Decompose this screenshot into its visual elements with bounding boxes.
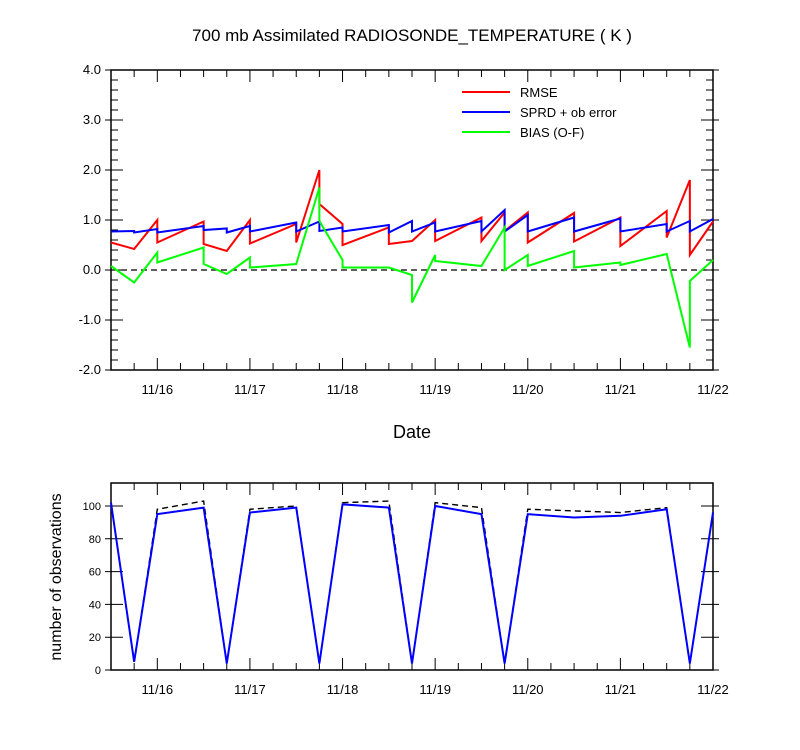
x-axis-label: Date: [393, 422, 431, 442]
series-line-rmse: [110, 169, 714, 259]
x-tick-label: 11/21: [605, 682, 637, 697]
series-line-assimilated: [110, 502, 714, 664]
x-tick-label: 11/18: [327, 382, 359, 397]
x-tick-label: 11/17: [234, 382, 266, 397]
legend-label: BIAS (O-F): [520, 125, 584, 140]
x-tick-label: 11/16: [142, 682, 174, 697]
y-tick-label: 100: [83, 501, 101, 513]
x-tick-label: 11/22: [697, 682, 729, 697]
x-tick-label: 11/21: [605, 382, 637, 397]
x-tick-label: 11/22: [697, 382, 729, 397]
series-line-bias-o-f: [110, 187, 714, 348]
plot-frame: [110, 482, 714, 671]
y-tick-label: 2.0: [83, 162, 101, 177]
y-tick-label: 20: [89, 632, 101, 644]
y-tick-label: 80: [89, 534, 101, 546]
y-tick-label: -1.0: [79, 312, 101, 327]
y-tick-label: 40: [89, 599, 101, 611]
legend-label: RMSE: [520, 85, 558, 100]
top-plot-area: 11/16 11/17 11/18 11/19 11/20 11/21 11/22 -2.0 -…: [79, 62, 729, 397]
series-line-sprd-ob-error: [110, 207, 714, 235]
top-panel: 700 mb Assimilated RADIOSONDE_TEMPERATUR…: [79, 26, 729, 442]
bottom-panel: 11/16 11/17 11/18 11/19 11/20 11/21 11/22 0 20 40…: [48, 482, 729, 697]
x-tick-label: 11/19: [419, 682, 451, 697]
y-tick-label: 3.0: [83, 112, 101, 127]
chart-title: 700 mb Assimilated RADIOSONDE_TEMPERATUR…: [192, 26, 632, 45]
y-tick-label: -2.0: [79, 362, 101, 377]
legend-label: SPRD + ob error: [520, 105, 617, 120]
x-tick-label: 11/20: [512, 682, 544, 697]
series-line-possible: [110, 500, 714, 664]
y-tick-label: 0: [95, 665, 101, 677]
y-tick-label: 4.0: [83, 62, 101, 77]
x-tick-label: 11/17: [234, 682, 266, 697]
y-axis-label: number of observations: [48, 493, 65, 660]
y-tick-label: 1.0: [83, 212, 101, 227]
x-tick-label: 11/20: [512, 382, 544, 397]
x-tick-label: 11/19: [419, 382, 451, 397]
y-tick-label: 60: [89, 567, 101, 579]
bottom-plot-area: 11/16 11/17 11/18 11/19 11/20 11/21 11/22 0 20 40…: [83, 482, 729, 697]
x-tick-label: 11/18: [327, 682, 359, 697]
y-tick-label: 0.0: [83, 262, 101, 277]
x-tick-label: 11/16: [142, 382, 174, 397]
